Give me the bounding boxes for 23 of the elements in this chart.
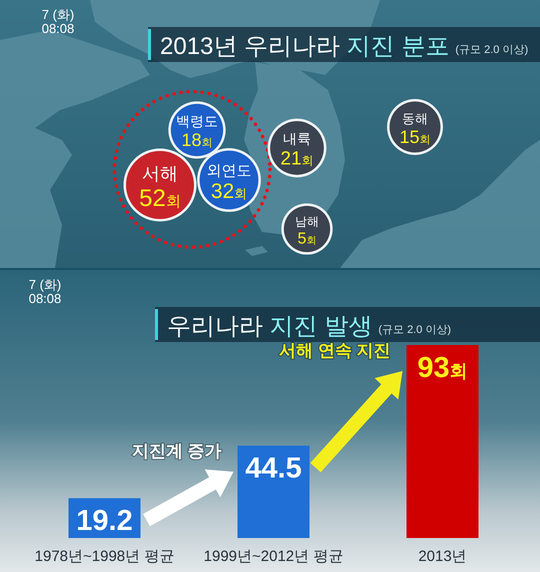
data-label: 93회 [417, 352, 468, 384]
data-label: 19.2 [76, 505, 133, 538]
text: 08:08 [42, 21, 74, 36]
x-tick-label: 1999년~2012년 평균 [204, 548, 344, 565]
category-label: 백령도 [176, 112, 218, 129]
x-tick-label: 2013년 [418, 548, 467, 565]
chart-subtitle: (규모 2.0 이상) [378, 324, 452, 336]
data-label: 15회 [399, 126, 431, 147]
text: 7 (화) [28, 277, 62, 292]
x-tick-label: 1978년~1998년 평균 [34, 548, 174, 565]
category-label: 외연도 [206, 162, 252, 180]
annotation: 서해 연속 지진 [279, 341, 390, 360]
annotation: 지진계 증가 [132, 442, 222, 461]
text: (규모 2.0 이상) [455, 44, 528, 56]
chart-title: 우리나라 지진 발생 [167, 313, 372, 340]
category-label: 서해 [142, 164, 178, 184]
data-label: 44.5 [245, 452, 302, 485]
data-label: 18회 [181, 130, 213, 150]
data-label: 52회 [139, 185, 181, 212]
text: 7 (화) [42, 7, 74, 22]
category-label: 동해 [402, 110, 428, 126]
data-label: 32회 [210, 180, 248, 204]
text: 08:08 [28, 291, 62, 306]
